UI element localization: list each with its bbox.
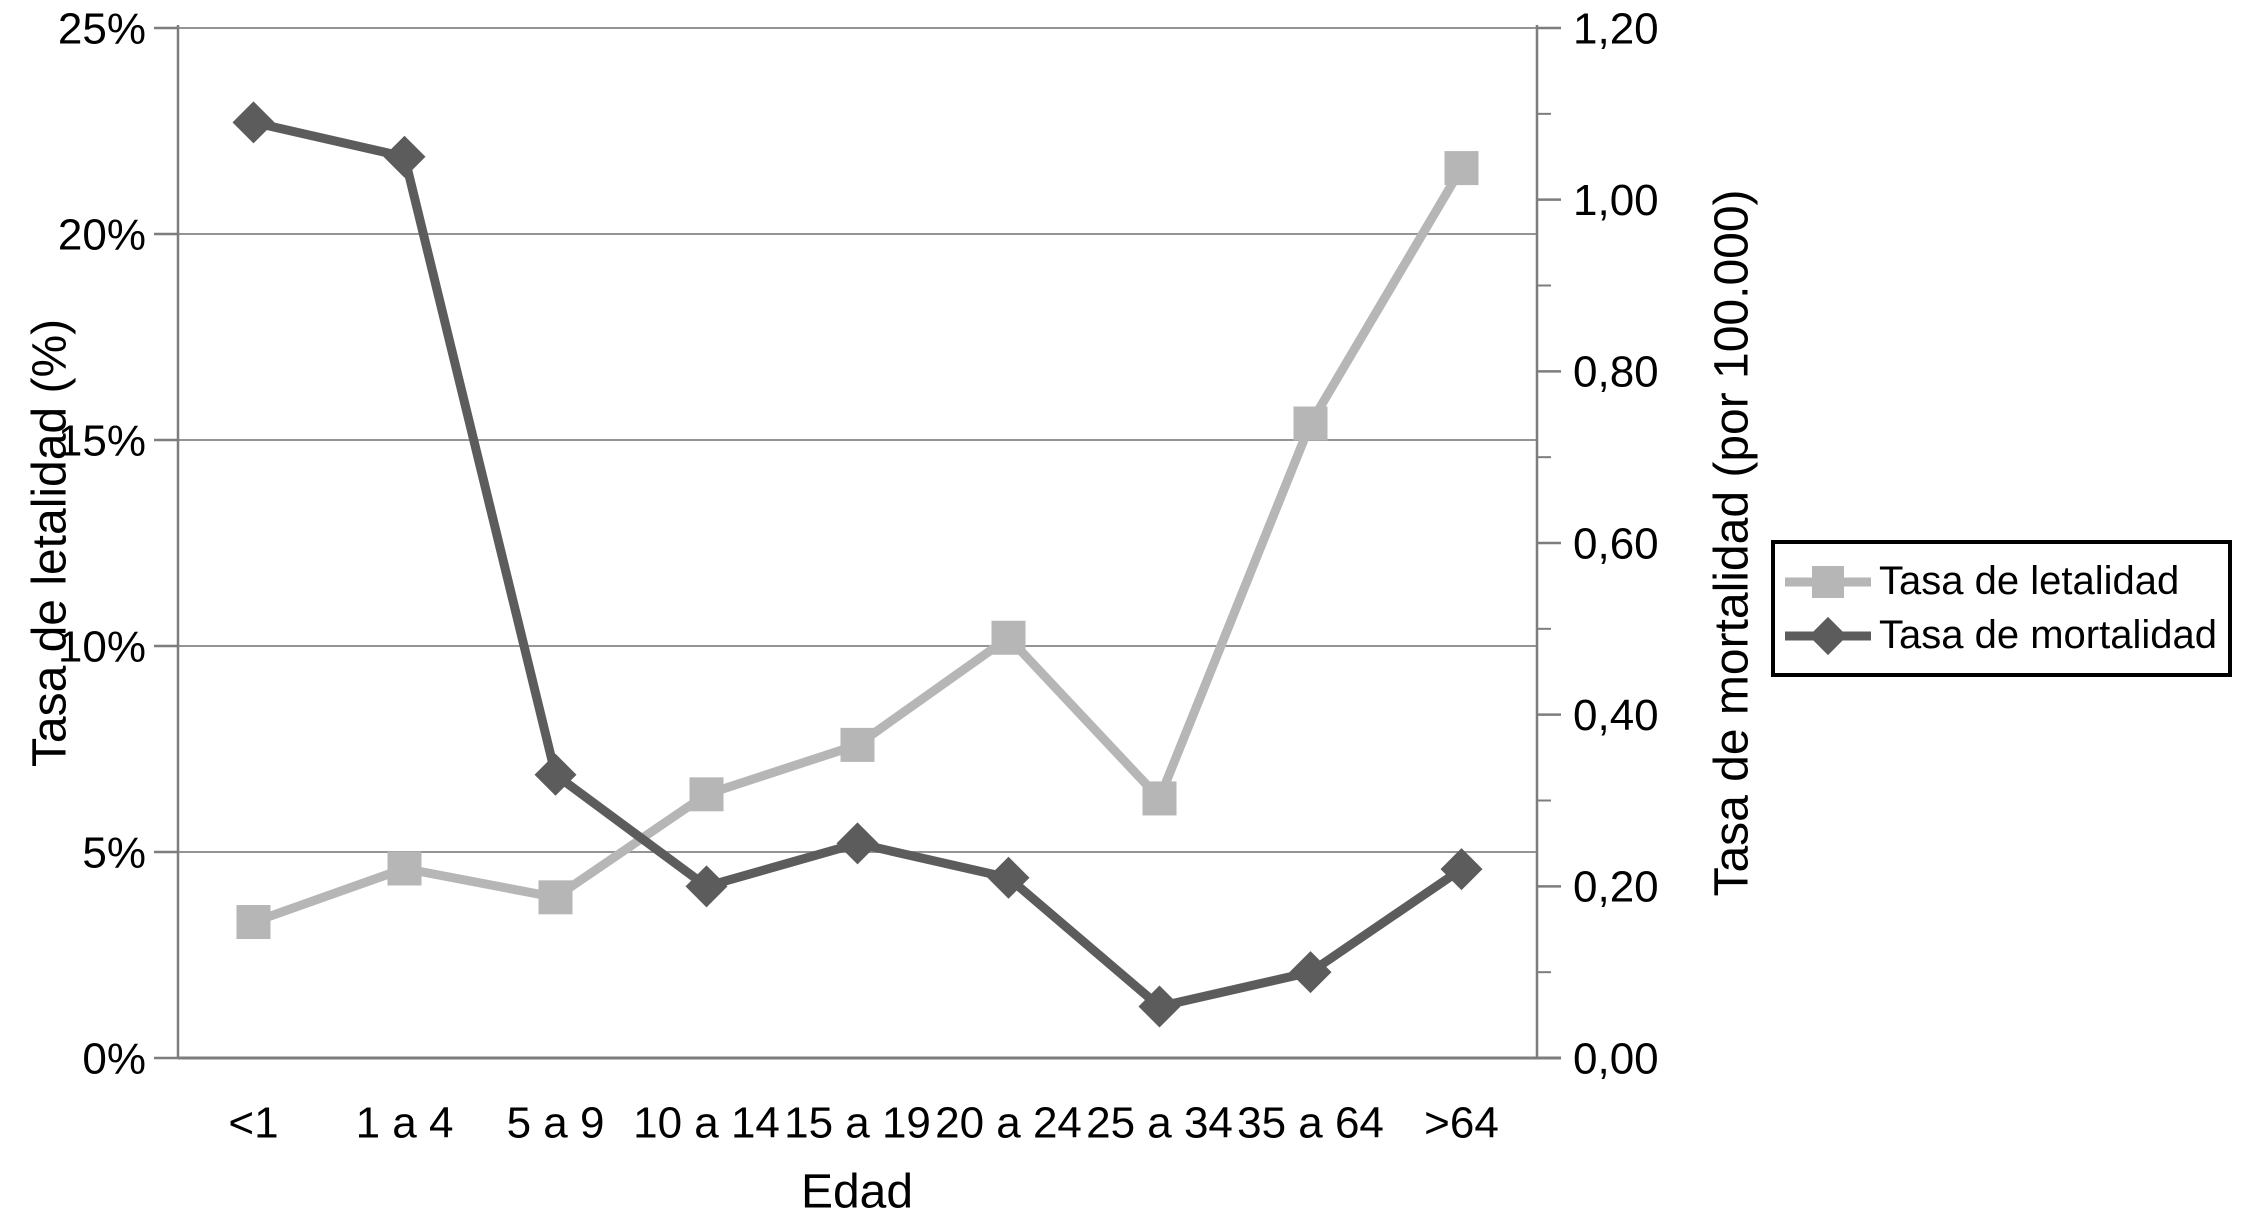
right-axis-title: Tasa de mortalidad (por 100.000): [1705, 189, 1759, 897]
diamond-marker-icon: [1138, 985, 1181, 1028]
square-marker-icon: [991, 620, 1026, 655]
x-tick-label: 1 a 4: [356, 1098, 454, 1147]
diamond-marker-icon: [1808, 616, 1848, 655]
axes: [176, 25, 1561, 1060]
letalidad-line-square-icon: [1785, 560, 1871, 604]
left-axis-title: Tasa de letalidad (%): [23, 318, 77, 768]
diamond-marker-icon: [383, 135, 426, 178]
left-tick-label: 10%: [58, 622, 146, 671]
square-marker-icon: [1812, 565, 1844, 598]
square-marker-icon: [1293, 406, 1328, 441]
x-tick-label: 5 a 9: [507, 1098, 605, 1147]
series-mortalidad: [232, 101, 1483, 1028]
legend-item-letalidad: Tasa de letalidad: [1785, 559, 2228, 604]
left-tick-label: 15%: [58, 416, 146, 465]
x-tick-label: 25 a 34: [1086, 1098, 1233, 1147]
legend-label-mortalidad: Tasa de mortalidad: [1879, 613, 2217, 657]
series-letalidad: [236, 151, 1479, 940]
legend-label-letalidad: Tasa de letalidad: [1879, 559, 2180, 603]
x-tick-label: 10 a 14: [633, 1098, 780, 1147]
x-tick-label: <1: [228, 1098, 278, 1147]
right-tick-label: 0,00: [1573, 1034, 1659, 1083]
right-axis-ticks: 0,00 0,20 0,40 0,60 0,80 1,00 1,20: [1537, 4, 1659, 1083]
x-axis-title: Edad: [800, 1165, 914, 1219]
legend: Tasa de letalidad Tasa de mortalidad: [1771, 540, 2232, 677]
diamond-marker-icon: [1440, 848, 1483, 891]
right-tick-label: 0,40: [1573, 691, 1659, 740]
left-tick-label: 25%: [58, 4, 146, 53]
left-tick-label: 5%: [82, 828, 146, 877]
x-tick-label: 15 a 19: [784, 1098, 931, 1147]
left-tick-label: 0%: [82, 1034, 146, 1083]
left-tick-label: 20%: [58, 210, 146, 259]
legend-item-mortalidad: Tasa de mortalidad: [1785, 613, 2228, 658]
square-marker-icon: [538, 880, 573, 915]
diamond-marker-icon: [534, 753, 577, 796]
diamond-marker-icon: [836, 822, 879, 865]
square-marker-icon: [689, 777, 724, 812]
mortalidad-line-diamond-icon: [1785, 614, 1871, 658]
diamond-marker-icon: [987, 856, 1030, 899]
diamond-marker-icon: [685, 865, 728, 908]
x-tick-label: >64: [1424, 1098, 1499, 1147]
gridlines: [178, 27, 1537, 853]
square-marker-icon: [387, 851, 422, 886]
square-marker-icon: [236, 905, 271, 940]
diamond-marker-icon: [232, 101, 275, 144]
square-marker-icon: [1142, 781, 1177, 816]
right-tick-label: 1,20: [1573, 4, 1659, 53]
x-tick-label: 35 a 64: [1237, 1098, 1384, 1147]
square-marker-icon: [840, 727, 875, 762]
right-tick-label: 0,20: [1573, 863, 1659, 912]
x-tick-label: 20 a 24: [935, 1098, 1082, 1147]
diamond-marker-icon: [1289, 951, 1332, 994]
right-tick-label: 0,80: [1573, 348, 1659, 397]
x-axis-labels: <1 1 a 4 5 a 9 10 a 14 15 a 19 20 a 24 25 a 34…: [228, 1098, 1498, 1147]
right-tick-label: 0,60: [1573, 519, 1659, 568]
left-axis-ticks: 0% 5% 10% 15% 20% 25%: [58, 4, 178, 1083]
square-marker-icon: [1444, 151, 1479, 186]
right-tick-label: 1,00: [1573, 176, 1659, 225]
